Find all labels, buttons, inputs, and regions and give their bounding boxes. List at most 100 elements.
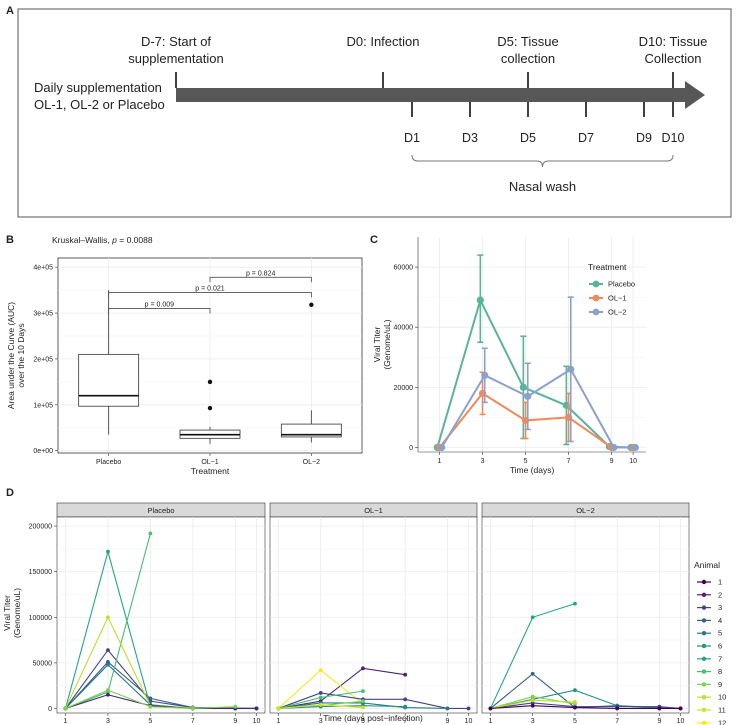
timeline: Daily supplementation OL-1, OL-2 or Place… bbox=[34, 34, 707, 194]
x-tick-label: 10 bbox=[465, 718, 473, 725]
animal-line bbox=[278, 667, 406, 709]
x-tick-label: 3 bbox=[319, 718, 323, 725]
animal-point bbox=[530, 703, 535, 708]
animal-point bbox=[254, 706, 259, 711]
x-tick-label: 7 bbox=[615, 718, 619, 725]
x-tick-label: 1 bbox=[276, 718, 280, 725]
x-tick-label: 5 bbox=[148, 718, 152, 725]
facet-panel bbox=[269, 516, 478, 714]
legend-title: Treatment bbox=[588, 262, 627, 272]
box-iqr bbox=[78, 353, 140, 407]
animal-point bbox=[361, 689, 365, 694]
x-tick-label: 3 bbox=[481, 458, 485, 465]
y-tick-label: 3e+05 bbox=[33, 311, 53, 318]
y-tick-label: 0e+00 bbox=[33, 448, 53, 455]
box-outlier bbox=[207, 405, 213, 411]
legend-label: 8 bbox=[718, 667, 722, 676]
nasal-wash-label: Nasal wash bbox=[509, 179, 576, 194]
animal-point bbox=[361, 699, 365, 704]
data-point bbox=[567, 365, 575, 373]
x-tick-label: 5 bbox=[573, 718, 577, 725]
x-tick-label: OL−2 bbox=[303, 459, 320, 466]
y-tick-label: 2e+05 bbox=[33, 356, 53, 363]
legend-key-point bbox=[701, 656, 707, 661]
animal-point bbox=[148, 704, 153, 709]
event-label: collection bbox=[501, 51, 555, 66]
nasal-wash-bracket bbox=[411, 154, 674, 168]
legend-label: 11 bbox=[718, 706, 726, 715]
wash-label: D10 bbox=[662, 131, 685, 145]
animal-point bbox=[361, 666, 365, 671]
y-tick-label: 200000 bbox=[29, 524, 52, 531]
wash-label: D7 bbox=[578, 131, 594, 145]
y-axis-title: Area under the Curve (AUC)over the 10 Da… bbox=[6, 302, 26, 409]
animal-point bbox=[573, 705, 577, 710]
x-tick-label: 10 bbox=[629, 458, 637, 465]
x-tick-label: 1 bbox=[438, 458, 442, 465]
supplementation-label: OL-1, OL-2 or Placebo bbox=[34, 97, 165, 112]
animal-point bbox=[530, 615, 535, 620]
x-axis-title: Treatment bbox=[191, 466, 230, 476]
animal-point bbox=[106, 692, 110, 697]
comparison-label: p = 0.021 bbox=[195, 285, 224, 292]
legend-label: 10 bbox=[718, 693, 726, 702]
timeline-arrow-body bbox=[176, 88, 685, 102]
x-tick-label: 9 bbox=[233, 718, 237, 725]
facet-title: OL−1 bbox=[364, 506, 383, 515]
legend-key-point bbox=[701, 618, 707, 623]
y-tick-label: 100000 bbox=[29, 615, 52, 622]
x-tick-label: 1 bbox=[64, 718, 68, 725]
y-tick-label: 4e+05 bbox=[33, 265, 53, 272]
event-label: D-7: Start of bbox=[141, 34, 211, 49]
data-point bbox=[476, 296, 484, 304]
animal-point bbox=[530, 698, 535, 703]
legend-key-point bbox=[701, 669, 707, 674]
y-tick-label: 60000 bbox=[394, 265, 414, 272]
y-tick-label: 0 bbox=[409, 445, 413, 452]
x-tick-label: 7 bbox=[191, 718, 195, 725]
animal-point bbox=[276, 706, 281, 711]
y-axis-title: Viral Titer(Genome/uL) bbox=[372, 319, 392, 369]
legend-label: 7 bbox=[718, 654, 722, 663]
legend-label: 5 bbox=[718, 629, 722, 638]
timeline-frame bbox=[17, 8, 732, 218]
x-tick-label: OL−1 bbox=[201, 459, 218, 466]
animal-line bbox=[278, 692, 469, 709]
animal-point bbox=[106, 648, 110, 652]
wash-label: D5 bbox=[520, 131, 536, 145]
legend-label: 6 bbox=[718, 642, 722, 651]
legend-label: 4 bbox=[718, 616, 722, 625]
x-axis-title: Time (days) bbox=[510, 465, 555, 475]
data-point bbox=[519, 383, 527, 391]
facet-title: Placebo bbox=[147, 506, 174, 515]
legend-key-point bbox=[701, 682, 707, 687]
wash-label: D1 bbox=[404, 131, 420, 145]
data-point bbox=[481, 371, 489, 379]
legend-key-point bbox=[701, 631, 707, 636]
data-point bbox=[438, 443, 446, 452]
animal-line bbox=[490, 705, 681, 709]
animal-point bbox=[190, 706, 195, 711]
x-tick-label: 9 bbox=[610, 458, 614, 465]
x-tick-label: 9 bbox=[657, 718, 661, 725]
comparison-bracket bbox=[108, 308, 211, 314]
event-label: D0: Infection bbox=[347, 34, 420, 49]
animal-point bbox=[318, 702, 323, 707]
panel-letter-b: B bbox=[6, 234, 14, 246]
wash-label: D9 bbox=[636, 131, 652, 145]
legend-key-point bbox=[592, 294, 600, 302]
animal-point bbox=[106, 615, 110, 620]
comparison-bracket bbox=[108, 292, 312, 298]
data-point bbox=[610, 443, 618, 452]
event-label: D10: Tissue bbox=[639, 34, 708, 49]
animal-point bbox=[488, 706, 493, 711]
animal-point bbox=[530, 701, 535, 705]
animal-point bbox=[233, 704, 238, 709]
animal-point bbox=[148, 531, 153, 536]
legend-label: 3 bbox=[718, 603, 722, 612]
legend-key-point bbox=[592, 280, 600, 288]
y-tick-label: 1e+05 bbox=[33, 402, 53, 409]
animal-point bbox=[615, 706, 620, 711]
y-tick-label: 40000 bbox=[394, 325, 414, 332]
